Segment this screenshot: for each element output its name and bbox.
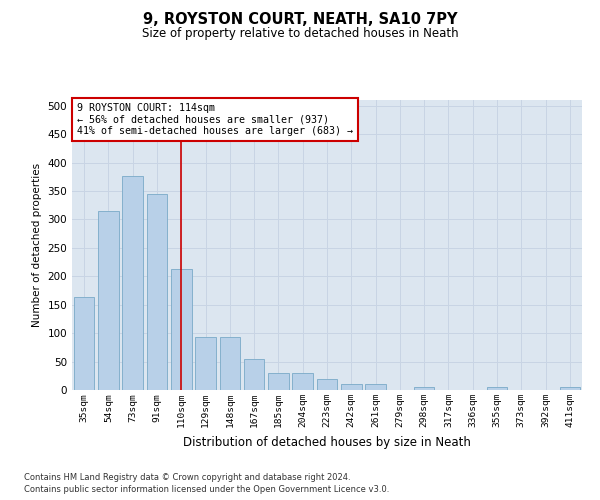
Bar xyxy=(122,176,143,390)
Bar xyxy=(268,373,289,390)
Bar xyxy=(414,387,434,390)
Bar xyxy=(98,211,119,390)
Text: Contains public sector information licensed under the Open Government Licence v3: Contains public sector information licen… xyxy=(24,485,389,494)
Bar xyxy=(146,194,167,390)
Bar xyxy=(195,337,216,390)
Text: 9, ROYSTON COURT, NEATH, SA10 7PY: 9, ROYSTON COURT, NEATH, SA10 7PY xyxy=(143,12,457,28)
X-axis label: Distribution of detached houses by size in Neath: Distribution of detached houses by size … xyxy=(183,436,471,448)
Bar xyxy=(244,358,265,390)
Bar xyxy=(292,373,313,390)
Bar xyxy=(171,269,191,390)
Bar xyxy=(365,384,386,390)
Y-axis label: Number of detached properties: Number of detached properties xyxy=(32,163,42,327)
Bar xyxy=(74,298,94,390)
Bar xyxy=(487,387,508,390)
Bar xyxy=(220,337,240,390)
Bar xyxy=(317,378,337,390)
Bar xyxy=(560,387,580,390)
Text: Size of property relative to detached houses in Neath: Size of property relative to detached ho… xyxy=(142,28,458,40)
Text: 9 ROYSTON COURT: 114sqm
← 56% of detached houses are smaller (937)
41% of semi-d: 9 ROYSTON COURT: 114sqm ← 56% of detache… xyxy=(77,103,353,136)
Text: Contains HM Land Registry data © Crown copyright and database right 2024.: Contains HM Land Registry data © Crown c… xyxy=(24,472,350,482)
Bar xyxy=(341,384,362,390)
